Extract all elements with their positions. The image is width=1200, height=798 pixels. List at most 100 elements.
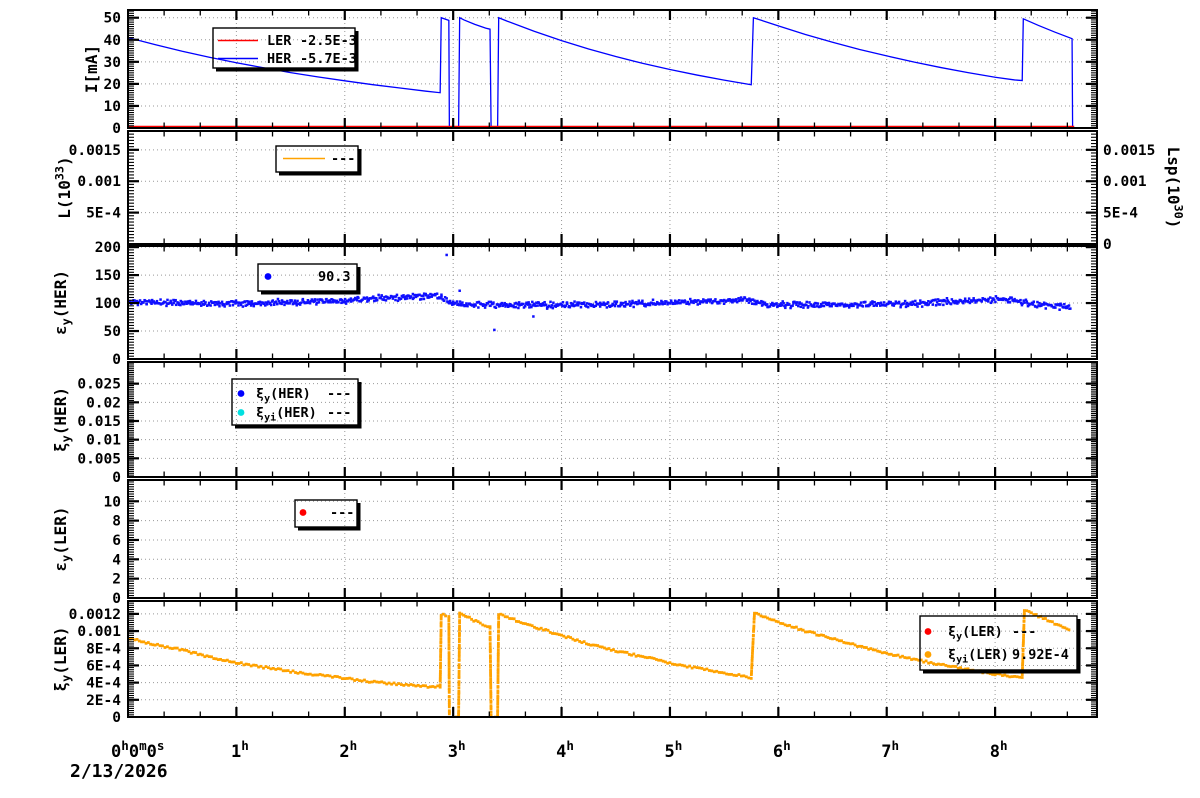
ytick-eps-y-ler-4: 4: [112, 552, 121, 568]
panel-luminosity-frame: [127, 130, 1098, 245]
legend-xi-y-ler: ξy(LER) ---ξyi(LER) 9.92E-4: [919, 615, 1081, 674]
legend-eps-y-ler: ---: [294, 499, 361, 531]
series-eps-y-her: [128, 253, 1072, 332]
axis-title-right-luminosity: Lsp(1030): [1164, 147, 1186, 229]
legend-name: HER: [267, 51, 292, 67]
ytick-xi-y-her-0.02: 0.02: [86, 395, 121, 411]
ytick-xi-y-her-0.025: 0.025: [77, 377, 121, 393]
ytick-right-luminosity-0.0015: 0.0015: [1103, 143, 1155, 159]
xtick-label-4h: 4h: [556, 738, 574, 762]
ytick-eps-y-ler-2: 2: [112, 572, 121, 588]
panel-i-ma: 0 10 20 30 40 50 I[mA] LER -2.5E-3 HER -5.7E-3: [82, 9, 1098, 137]
ytick-xi-y-ler-0.0012: 0.0012: [69, 607, 121, 623]
legend-value: ---: [331, 151, 355, 167]
panel-xi-y-ler-ticks: [129, 602, 1096, 716]
axis-title-luminosity: L(1033): [52, 156, 74, 218]
legend-name: LER: [267, 33, 292, 49]
ytick-right-luminosity-5E-4: 5E-4: [1103, 206, 1138, 222]
panel-xi-y-her-grid: [129, 363, 1096, 476]
panel-luminosity-ticks: [129, 132, 1096, 243]
ytick-xi-y-ler-4E-4: 4E-4: [86, 676, 121, 692]
panel-eps-y-ler-frame: [127, 479, 1098, 599]
ytick-i-ma-40: 40: [104, 33, 121, 49]
panel-xi-y-her-frame: [127, 361, 1098, 478]
ytick-eps-y-ler-8: 8: [112, 514, 121, 530]
axis-title-eps-y-ler: εy(LER): [51, 507, 73, 572]
axis-title-i-ma: I[mA]: [82, 45, 101, 93]
panel-xi-y-her-ticks: [129, 362, 1096, 476]
legend-xi-y-her: ξy(HER) --- ξyi(HER) ---: [231, 378, 362, 429]
panel-i-ma-series: [128, 16, 1097, 128]
panel-xi-y-ler-grid: [129, 602, 1096, 716]
legend-value: -5.7E-3: [300, 51, 357, 67]
ytick-xi-y-her-0: 0: [112, 470, 121, 486]
legend-name: ξyi(LER): [948, 647, 1009, 666]
panel-i-ma-frame: [127, 9, 1098, 129]
ytick-luminosity-0.001: 0.001: [77, 174, 121, 190]
legend-marker-dot: [237, 409, 245, 416]
ytick-eps-y-ler-6: 6: [112, 533, 121, 549]
xtick-label-3h: 3h: [448, 738, 466, 762]
panel-eps-y-ler-grid: [129, 481, 1096, 597]
legend-marker-dot: [924, 628, 932, 635]
panel-xi-y-ler-frame: [127, 600, 1098, 718]
ytick-eps-y-her-0: 0: [112, 352, 121, 368]
ytick-i-ma-0: 0: [112, 121, 121, 137]
ytick-xi-y-ler-0: 0: [112, 710, 121, 726]
panel-xi-y-ler-series: [128, 609, 1071, 717]
ytick-eps-y-her-200: 200: [95, 240, 121, 256]
panel-eps-y-her-frame: [127, 245, 1098, 360]
axis-title-xi-y-her: ξy(HER): [51, 387, 73, 452]
xtick-label-7h: 7h: [881, 738, 899, 762]
series-xi-yi-ler: [128, 609, 1071, 717]
ytick-right-luminosity-0.001: 0.001: [1103, 174, 1147, 190]
legend-i-ma: LER -2.5E-3 HER -5.7E-3: [212, 27, 359, 72]
panel-i-ma-grid: [129, 11, 1096, 127]
ytick-xi-y-ler-8E-4: 8E-4: [86, 641, 121, 657]
series-her-current: [128, 16, 1097, 128]
legend-name: ξy(LER): [948, 624, 1003, 643]
panel-eps-y-ler-ticks: [129, 481, 1096, 597]
panel-luminosity: 5E-4 0.001 0.0015 0 5E-4 0.001 0.0015 Lsp(1030)…: [52, 130, 1186, 253]
ytick-xi-y-ler-6E-4: 6E-4: [86, 658, 121, 674]
legend-name: ξyi(HER): [256, 405, 317, 424]
legend-value: 9.92E-4: [1012, 647, 1069, 663]
ytick-right-luminosity-0: 0: [1103, 237, 1112, 253]
ytick-eps-y-ler-0: 0: [112, 591, 121, 607]
panel-eps-y-her: 0 50 100 150 200 εy(HER) 90.3: [51, 240, 1098, 368]
legend-marker-dot: [237, 390, 245, 397]
panel-eps-y-ler: 0 2 4 6 8 10 εy(LER) ---: [51, 479, 1098, 607]
legend-value: ---: [330, 505, 354, 521]
legend-eps-y-her: 90.3: [257, 263, 361, 295]
ytick-i-ma-30: 30: [104, 55, 121, 71]
legend-luminosity: ---: [275, 145, 362, 176]
ytick-i-ma-10: 10: [104, 99, 121, 115]
xtick-label-0h: 0h0m0s: [111, 738, 164, 762]
ytick-eps-y-her-100: 100: [95, 296, 121, 312]
legend-marker-dot: [264, 273, 272, 280]
legend-value: ---: [327, 386, 351, 402]
legend-marker-dot: [924, 651, 932, 658]
ytick-eps-y-ler-10: 10: [104, 494, 121, 510]
ytick-i-ma-20: 20: [104, 77, 121, 93]
x-axis-date-label: 2/13/2026: [70, 761, 168, 782]
panel-luminosity-grid: [129, 132, 1096, 243]
xtick-label-2h: 2h: [339, 738, 357, 762]
panel-i-ma-ticks: [129, 10, 1096, 127]
legend-value: 90.3: [318, 269, 351, 285]
ytick-xi-y-ler-2E-4: 2E-4: [86, 693, 121, 709]
ytick-xi-y-ler-0.001: 0.001: [77, 624, 121, 640]
ytick-xi-y-her-0.01: 0.01: [86, 433, 121, 449]
legend-value: -2.5E-3: [300, 33, 357, 49]
axis-title-xi-y-ler: ξy(LER): [51, 627, 73, 692]
legend-name: ξy(HER): [256, 386, 311, 405]
ytick-xi-y-her-0.015: 0.015: [77, 414, 121, 430]
panel-eps-y-her-grid: [129, 246, 1096, 358]
ytick-luminosity-0.0015: 0.0015: [69, 143, 121, 159]
panel-eps-y-her-series: [128, 253, 1072, 332]
xtick-label-6h: 6h: [773, 738, 791, 762]
